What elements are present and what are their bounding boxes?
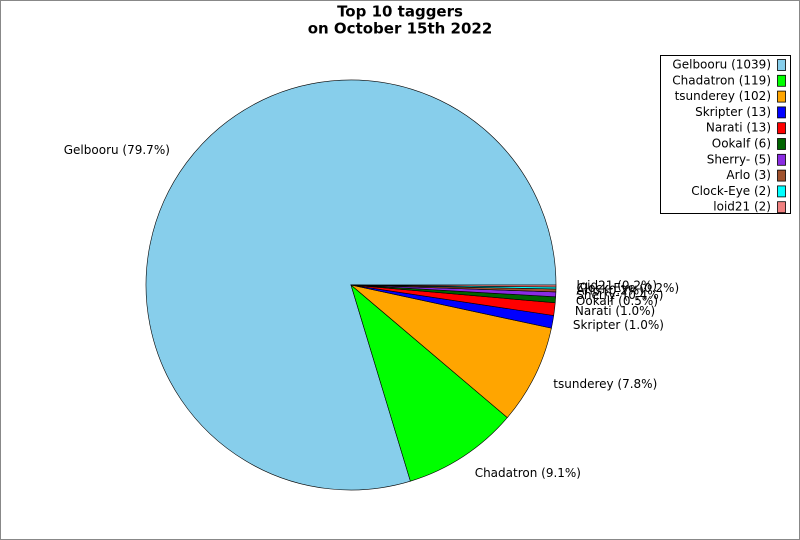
legend-label: Narati (13): [706, 121, 771, 135]
pie-slice: [350, 284, 552, 419]
legend-label: Gelbooru (1039): [672, 58, 771, 72]
legend-label: Sherry- (5): [707, 152, 771, 166]
legend-swatch: [777, 169, 786, 182]
legend-swatch: [777, 90, 786, 103]
legend-label: Chadatron (119): [672, 73, 771, 87]
chart-title: Top 10 taggers: [337, 3, 463, 21]
legend-label: Arlo (3): [726, 168, 771, 182]
slice-label: Skripter (1.0%): [573, 318, 664, 332]
legend-swatch: [777, 153, 786, 166]
pie-slice: [350, 284, 508, 482]
legend-swatch: [777, 106, 786, 119]
legend-swatch: [777, 185, 786, 198]
legend-label: tsunderey (102): [675, 89, 771, 103]
slice-label: Arlo (0.2%): [576, 283, 643, 297]
legend-swatch: [777, 122, 786, 135]
legend-swatch: [777, 201, 786, 214]
chart-title: on October 15th 2022: [308, 20, 493, 38]
slice-label: Ookalf (0.5%): [576, 294, 658, 308]
legend-label: Clock-Eye (2): [691, 184, 771, 198]
slice-label: Sherry- (0.4%): [576, 288, 663, 302]
legend-swatch: [777, 74, 786, 87]
slice-label: tsunderey (7.8%): [553, 377, 657, 391]
slice-label: Gelbooru (79.7%): [64, 143, 170, 157]
legend-label: Skripter (13): [695, 105, 771, 119]
slice-label: Chadatron (9.1%): [475, 466, 581, 480]
legend-label: loid21 (2): [713, 200, 771, 214]
pie-slice: [145, 79, 557, 491]
slice-label: Narati (1.0%): [575, 304, 655, 318]
legend-label: Ookalf (6): [712, 137, 771, 151]
legend-box: [660, 55, 791, 214]
legend-swatch: [777, 59, 786, 71]
pie-slice: [350, 284, 557, 288]
slice-label: Clock-Eye (0.2%): [576, 281, 679, 295]
legend-swatch: [777, 138, 786, 150]
slice-label: loid21 (0.2%): [576, 279, 657, 293]
